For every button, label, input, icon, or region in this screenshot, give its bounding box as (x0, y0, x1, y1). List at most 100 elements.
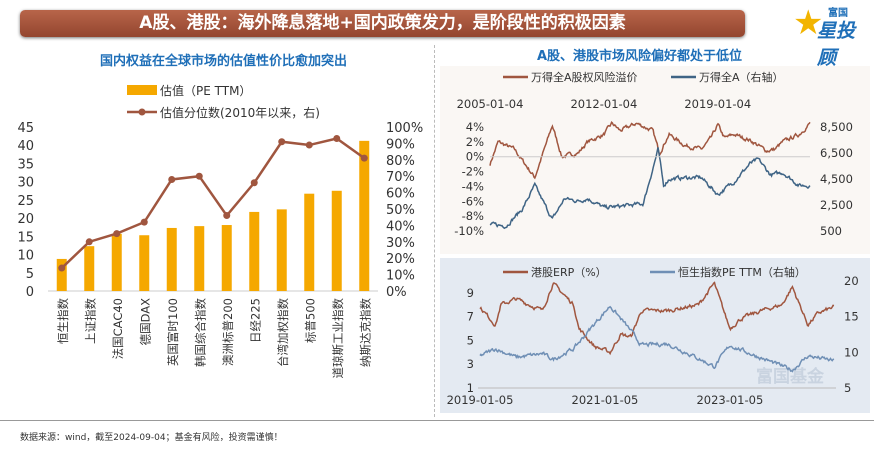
legend-line-marker (138, 108, 146, 116)
percentile-point-2 (113, 230, 121, 238)
percentile-point-10 (333, 134, 341, 142)
left-axis-tick-label: 0 (26, 285, 34, 300)
category-label: 纳斯达克指数 (358, 298, 372, 367)
left-axis-tick-label: 4% (466, 120, 484, 134)
x-axis-tick-label: 2005-01-04 (457, 97, 524, 111)
divider (434, 45, 435, 417)
category-label: 恒生指数 (56, 298, 70, 344)
bar-0 (56, 258, 67, 291)
percentile-point-1 (85, 238, 93, 246)
left-chart-title: 国内权益在全球市场的估值性价比愈加突出 (100, 54, 348, 69)
legend-bar-label: 估值（PE TTM） (160, 83, 251, 98)
right-axis-tick-label: 80% (386, 154, 415, 169)
right-axis-tick-label: 10% (386, 269, 415, 284)
category-label: 英国富时100 (166, 298, 180, 366)
left-axis-tick-label: 35 (17, 157, 34, 172)
right-axis-tick-label: 4,500 (820, 172, 853, 186)
left-axis-tick-label: 5 (26, 267, 34, 282)
bar-5 (194, 226, 205, 291)
bar-4 (166, 227, 177, 291)
left-axis-tick-label: 3 (467, 357, 474, 371)
x-axis-tick-label: 2021-01-05 (572, 393, 639, 407)
left-axis-tick-label: 45 (17, 121, 34, 136)
percentile-point-0 (58, 264, 66, 272)
percentile-point-8 (278, 138, 286, 146)
series-line-1 (479, 305, 835, 373)
logo-main-text: 星投顾 (817, 20, 856, 69)
left-axis-tick-label: 9 (467, 286, 474, 300)
percentile-point-7 (250, 179, 258, 187)
left-axis-tick-label: 0% (466, 150, 484, 164)
category-label: 澳洲标普200 (221, 298, 235, 366)
right-axis-tick-label: 2,500 (820, 198, 853, 212)
bar-1 (84, 246, 95, 291)
left-axis-tick-label: 40 (17, 139, 34, 154)
series-line-0 (479, 281, 835, 356)
category-label: 日经225 (248, 298, 262, 343)
brand-logo: ★ 富国 星投顾 (793, 2, 868, 69)
legend-bar-swatch (127, 85, 157, 95)
right-axis-tick-label: 40% (386, 219, 415, 234)
bar-10 (331, 190, 342, 291)
right-axis-tick-label: 30% (386, 236, 415, 251)
category-label: 标普500 (303, 298, 317, 343)
series-line-1 (489, 147, 811, 230)
right-axis-tick-label: 15 (844, 310, 859, 324)
left-axis-tick-label: 2% (466, 135, 484, 149)
right-axis-tick-label: 10 (844, 345, 859, 359)
logo-top-text: 富国 (828, 8, 848, 19)
category-label: 台湾加权指数 (276, 298, 290, 367)
left-axis-tick-label: 30 (17, 176, 34, 191)
left-axis-tick-label: -8% (462, 209, 484, 223)
percentile-point-5 (195, 172, 203, 180)
bar-6 (221, 225, 232, 291)
legend-label-0: 万得全A股权风险溢价 (531, 70, 638, 84)
right-axis-tick-label: 0% (386, 285, 407, 300)
left-axis-tick-label: -6% (462, 194, 484, 208)
x-axis-tick-label: 2019-01-04 (684, 97, 751, 111)
left-axis-tick-label: 20 (17, 212, 34, 227)
source-footnote: 数据来源：wind，截至2024-09-04；基金有风险，投资需谨慎！ (20, 433, 283, 443)
right-chart-title: A股、港股市场风险偏好都处于低位 (537, 49, 743, 64)
percentile-point-9 (305, 141, 313, 149)
right-axis-tick-label: 5 (844, 381, 851, 395)
right-axis-tick-label: 20 (844, 274, 859, 288)
footer-rule (0, 420, 874, 421)
right-axis-tick-label: 60% (386, 187, 415, 202)
percentile-point-3 (140, 218, 148, 226)
bar-7 (249, 211, 260, 291)
bar-3 (139, 235, 150, 291)
bar-2 (111, 233, 122, 291)
left-axis-tick-label: -10% (454, 224, 484, 238)
left-axis-tick-label: 5 (467, 333, 474, 347)
bar-8 (276, 209, 287, 291)
star-icon: ★ (793, 3, 824, 43)
right-axis-tick-label: 50% (386, 203, 415, 218)
left-axis-tick-label: 25 (17, 194, 34, 209)
right-axis-tick-label: 100% (386, 121, 423, 136)
left-axis-tick-label: 10 (17, 249, 34, 264)
percentile-point-6 (223, 212, 231, 220)
category-label: 韩国综合指数 (193, 298, 207, 367)
bar-11 (359, 140, 370, 291)
right-axis-tick-label: 70% (386, 170, 415, 185)
category-label: 德国DAX (138, 298, 152, 346)
left-axis-tick-label: 7 (467, 310, 474, 324)
left-axis-tick-label: 15 (17, 230, 34, 245)
right-axis-tick-label: 90% (386, 137, 415, 152)
watermark-text: 富国基金 (756, 366, 825, 387)
x-axis-tick-label: 2019-01-05 (447, 393, 514, 407)
legend-label-1: 万得全A（右轴） (699, 70, 784, 84)
x-axis-tick-label: 2012-01-04 (570, 97, 637, 111)
right-axis-tick-label: 500 (820, 224, 842, 238)
category-label: 上证指数 (83, 298, 97, 344)
right-axis-tick-label: 6,500 (820, 146, 853, 160)
left-axis-tick-label: 1 (467, 381, 474, 395)
bottom-panel-bg (440, 258, 870, 413)
right-axis-tick-label: 20% (386, 252, 415, 267)
percentile-point-4 (168, 175, 176, 183)
legend-line-label: 估值分位数(2010年以来，右) (160, 105, 320, 120)
category-label: 法国CAC40 (111, 298, 125, 359)
